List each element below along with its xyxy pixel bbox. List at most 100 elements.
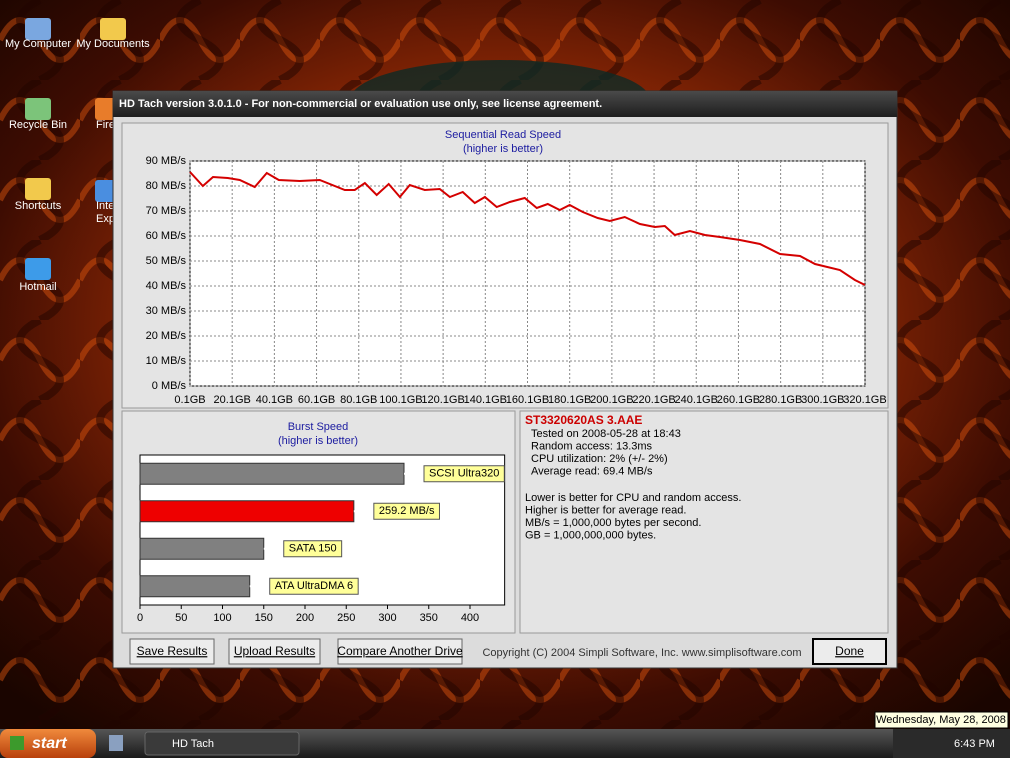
tooltip-text: Wednesday, May 28, 2008 [876, 714, 1006, 726]
clock: 6:43 PM [954, 738, 995, 750]
bar-label: ATA UltraDMA 6 [275, 580, 353, 592]
chart-title: Sequential Read Speed [445, 129, 561, 141]
button-label: Done [835, 644, 864, 658]
desktop-icon[interactable] [100, 18, 126, 40]
x-tick-label: 400 [461, 612, 479, 624]
windows-logo [10, 736, 24, 750]
x-tick-label: 50 [175, 612, 187, 624]
info-note: Higher is better for average read. [525, 505, 686, 517]
bar-label-box [269, 577, 359, 595]
info-note: MB/s = 1,000,000 bytes per second. [525, 517, 701, 529]
y-tick-label: 50 MB/s [146, 255, 187, 267]
button[interactable] [337, 638, 463, 665]
x-tick-label: 260.1GB [717, 394, 760, 406]
icon-label: Shortcuts [15, 200, 62, 212]
start-label: start [32, 735, 67, 752]
x-tick-label: 0.1GB [174, 394, 205, 406]
x-tick-label: 320.1GB [843, 394, 886, 406]
bar [139, 537, 265, 560]
title-bar [113, 91, 897, 117]
info-note: Lower is better for CPU and random acces… [525, 492, 741, 504]
bar-label-box [373, 502, 440, 520]
x-tick-label: 100.1GB [379, 394, 422, 406]
button[interactable] [812, 638, 887, 665]
desktop-icon[interactable] [25, 178, 51, 200]
y-tick-label: 80 MB/s [146, 180, 187, 192]
info-note: GB = 1,000,000,000 bytes. [525, 530, 656, 542]
info-detail: Random access: 13.3ms [531, 441, 653, 453]
tray [893, 729, 1010, 758]
drive-name: ST3320620AS 3.AAE [525, 413, 642, 427]
x-tick-label: 300 [378, 612, 396, 624]
icon-label: Exp [96, 213, 115, 225]
x-tick-label: 80.1GB [340, 394, 377, 406]
y-tick-label: 0 MB/s [152, 380, 187, 392]
x-tick-label: 200 [296, 612, 314, 624]
chart-subtitle: (higher is better) [463, 143, 543, 155]
task-label: HD Tach [172, 738, 214, 750]
x-tick-label: 160.1GB [506, 394, 549, 406]
x-tick-label: 250 [337, 612, 355, 624]
icon-label: Inte [96, 200, 114, 212]
copyright: Copyright (C) 2004 Simpli Software, Inc.… [482, 647, 801, 659]
y-tick-label: 70 MB/s [146, 205, 187, 217]
x-tick-label: 200.1GB [590, 394, 633, 406]
x-tick-label: 150 [255, 612, 273, 624]
x-tick-label: 280.1GB [759, 394, 802, 406]
tooltip [874, 711, 1009, 729]
bar-label: 259.2 MB/s [379, 505, 435, 517]
icon-label: My Computer [5, 38, 71, 50]
info-detail: CPU utilization: 2% (+/- 2%) [531, 453, 668, 465]
icon-label: Hotmail [19, 281, 56, 293]
info-detail: Average read: 69.4 MB/s [531, 466, 653, 478]
bar-label-box [423, 465, 505, 483]
desktop-icon[interactable] [25, 258, 51, 280]
info-panel [519, 410, 889, 634]
x-tick-label: 20.1GB [214, 394, 251, 406]
bar [139, 575, 251, 598]
y-tick-label: 90 MB/s [146, 155, 187, 167]
icon-label: Fire [96, 119, 115, 131]
window-title: HD Tach version 3.0.1.0 - For non-commer… [119, 98, 602, 110]
x-tick-label: 40.1GB [256, 394, 293, 406]
x-tick-label: 0 [137, 612, 143, 624]
desktop-icon[interactable] [25, 98, 51, 120]
desktop-icon[interactable] [25, 18, 51, 40]
window: HD Tach version 3.0.1.0 - For non-commer… [112, 90, 898, 669]
x-tick-label: 180.1GB [548, 394, 591, 406]
taskbar: start HD Tach 6:43 PM Wednesday, May 28,… [0, 711, 1010, 758]
y-tick-label: 10 MB/s [146, 355, 187, 367]
icon-label: My Documents [76, 38, 150, 50]
bar-label: SATA 150 [289, 543, 337, 555]
x-tick-label: 350 [420, 612, 438, 624]
bar [139, 462, 405, 485]
x-tick-label: 100 [213, 612, 231, 624]
y-tick-label: 60 MB/s [146, 230, 187, 242]
button[interactable] [228, 638, 321, 665]
x-tick-label: 140.1GB [464, 394, 507, 406]
info-detail: Tested on 2008-05-28 at 18:43 [531, 428, 681, 440]
button-label: Compare Another Drive [337, 644, 463, 658]
x-tick-label: 300.1GB [801, 394, 844, 406]
icon-label: Recycle Bin [9, 119, 67, 131]
x-tick-label: 120.1GB [421, 394, 464, 406]
x-tick-label: 220.1GB [632, 394, 675, 406]
desktop-icons: My Computer My Documents Recycle Bin Fire Sh… [5, 18, 150, 293]
y-tick-label: 30 MB/s [146, 305, 187, 317]
button-label: Upload Results [234, 644, 315, 658]
bar [139, 500, 355, 523]
bar-label-box [283, 540, 343, 558]
chart-subtitle: (higher is better) [278, 435, 358, 447]
button[interactable] [129, 638, 215, 665]
task-button[interactable] [144, 731, 300, 756]
x-tick-label: 60.1GB [298, 394, 335, 406]
x-tick-label: 240.1GB [675, 394, 718, 406]
button-label: Save Results [137, 644, 208, 658]
y-tick-label: 40 MB/s [146, 280, 187, 292]
chart-title: Burst Speed [288, 421, 349, 433]
quicklaunch-icon[interactable] [109, 735, 123, 751]
data-line [189, 171, 866, 286]
bar-label: SCSI Ultra320 [429, 468, 499, 480]
